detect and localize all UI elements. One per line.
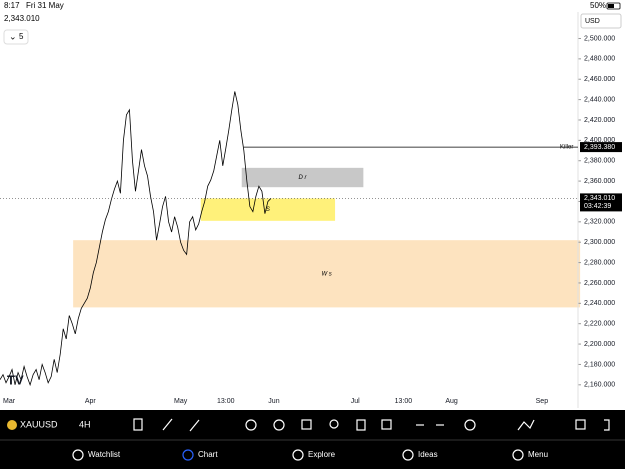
fullscreen[interactable] <box>604 419 610 431</box>
y-tick-label: 2,420.000 <box>584 117 615 124</box>
y-tick-label: 2,360.000 <box>584 178 615 185</box>
nav-icon <box>72 449 84 461</box>
y-tick-label: 2,240.000 <box>584 300 615 307</box>
y-tick-label: 2,320.000 <box>584 219 615 226</box>
interval-chevron: ⌄ <box>9 31 17 41</box>
indicator-tool[interactable] <box>162 418 173 431</box>
nav-item[interactable]: Chart <box>198 450 218 459</box>
x-tick-label: Aug <box>445 398 458 405</box>
status-date: Fri 31 May <box>26 1 64 10</box>
y-tick-label: 2,260.000 <box>584 280 615 287</box>
nav-icon <box>182 449 194 461</box>
x-tick-label: Apr <box>85 398 97 405</box>
y-tick-label: 2,220.000 <box>584 321 615 328</box>
info[interactable] <box>464 419 476 431</box>
symbol[interactable]: XAUUSD <box>20 419 58 429</box>
y-tick-label: 2,280.000 <box>584 259 615 266</box>
draw-tool[interactable] <box>189 419 200 432</box>
layout-tool[interactable] <box>301 419 312 430</box>
currency: USD <box>585 18 600 25</box>
x-tick-label: Jul <box>351 398 360 405</box>
zone-label: W s <box>321 271 331 277</box>
compare-tool[interactable] <box>381 419 392 430</box>
nav-item[interactable]: Watchlist <box>88 450 121 459</box>
level-name: Killer <box>560 145 573 151</box>
logo: TV <box>7 372 24 387</box>
zone <box>241 167 364 188</box>
y-tick-label: 2,480.000 <box>584 56 615 63</box>
y-tick-label: 2,440.000 <box>584 96 615 103</box>
header-price: 2,343.010 <box>4 14 40 23</box>
nav-icon <box>402 449 414 461</box>
y-tick-label: 2,380.000 <box>584 158 615 165</box>
interval-count: 5 <box>19 32 24 41</box>
y-tick-label: 2,500.000 <box>584 35 615 42</box>
timeframe[interactable]: 4H <box>79 419 91 429</box>
status-time: 8:17 <box>4 1 20 10</box>
x-tick-label: Jun <box>268 398 279 405</box>
y-tick-label: 2,180.000 <box>584 361 615 368</box>
y-tick-label: 2,200.000 <box>584 341 615 348</box>
nav: Watchlist Chart Explore Ideas Menu <box>72 449 548 461</box>
x-tick-label: 13:00 <box>395 398 413 405</box>
tool-icons <box>133 418 610 432</box>
add-tool[interactable] <box>245 419 257 431</box>
settings[interactable] <box>575 419 586 430</box>
ideas-tool[interactable] <box>329 419 339 429</box>
battery-icon <box>606 2 621 10</box>
symbol-icon <box>7 420 17 430</box>
nav-item[interactable]: Explore <box>308 450 336 459</box>
current-price-label: 2,343.010 <box>584 195 615 202</box>
x-tick-label: May <box>174 398 188 405</box>
y-tick-label: 2,460.000 <box>584 76 615 83</box>
y-tick-label: 2,400.000 <box>584 137 615 144</box>
current-price-tag <box>580 193 622 212</box>
chart-style[interactable] <box>517 419 535 431</box>
plot: W s S D r 2,160.000 2,180.000 2,200.000 2,220.… <box>0 12 622 408</box>
zone <box>200 198 336 221</box>
x-tick-label: Mar <box>3 398 16 405</box>
level-label: 2,393.380 <box>584 144 615 151</box>
interval-button[interactable] <box>3 29 29 45</box>
nav-icon <box>292 449 304 461</box>
x-tick-label: 13:00 <box>217 398 235 405</box>
alert-tool[interactable] <box>273 419 285 431</box>
battery: 50% <box>590 1 606 10</box>
zone-label: S <box>266 207 270 213</box>
battery-level <box>608 4 614 8</box>
zone-label: D r <box>299 175 308 181</box>
nav-item[interactable]: Ideas <box>418 450 438 459</box>
candle-tool[interactable] <box>133 418 143 431</box>
y-tick-label: 2,160.000 <box>584 382 615 389</box>
level-tag <box>580 142 622 153</box>
nav-icon <box>512 449 524 461</box>
share-tool[interactable] <box>356 419 366 431</box>
y-tick-label: 2,300.000 <box>584 239 615 246</box>
zone <box>73 240 581 308</box>
x-tick-label: Sep <box>536 398 549 405</box>
price-line <box>0 91 272 387</box>
currency-button[interactable] <box>580 13 622 29</box>
countdown: 03:42:39 <box>584 203 611 210</box>
nav-item[interactable]: Menu <box>528 450 548 459</box>
